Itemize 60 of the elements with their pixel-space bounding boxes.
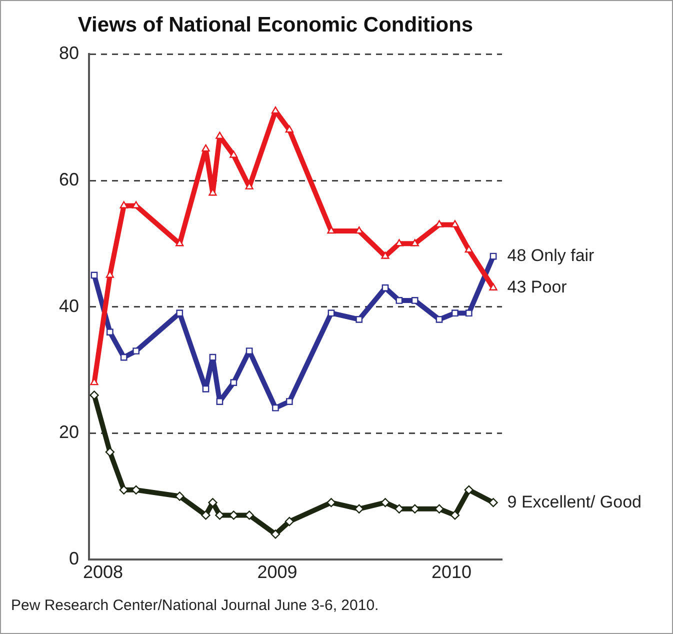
text: 9 Excellent/ Good bbox=[507, 492, 642, 512]
point bbox=[380, 498, 390, 508]
point bbox=[328, 310, 335, 317]
point bbox=[202, 144, 210, 152]
point bbox=[465, 310, 472, 317]
point bbox=[489, 283, 498, 290]
x-tick-label: 2009 bbox=[257, 562, 298, 582]
point bbox=[490, 252, 497, 260]
y-tick-label: 80 bbox=[58, 43, 80, 64]
point bbox=[105, 447, 115, 457]
point bbox=[216, 132, 224, 139]
point bbox=[208, 498, 218, 508]
point bbox=[120, 354, 128, 361]
point bbox=[326, 498, 336, 508]
y-tick-label: 0 bbox=[69, 548, 80, 568]
point bbox=[176, 310, 184, 317]
point bbox=[119, 485, 128, 495]
point bbox=[270, 530, 280, 539]
point bbox=[246, 348, 253, 354]
point bbox=[230, 379, 238, 386]
point bbox=[201, 510, 210, 520]
point bbox=[131, 485, 141, 495]
point bbox=[488, 498, 498, 508]
point bbox=[175, 492, 184, 501]
point bbox=[356, 316, 363, 323]
y-tick-label: 60 bbox=[58, 169, 80, 190]
point bbox=[464, 245, 473, 253]
point bbox=[382, 284, 389, 292]
point bbox=[286, 398, 293, 405]
point bbox=[230, 150, 238, 158]
point bbox=[452, 310, 458, 317]
text: 48 Only fair bbox=[507, 246, 594, 265]
text: 43 Poor bbox=[507, 278, 567, 297]
point bbox=[285, 125, 294, 133]
point bbox=[450, 510, 460, 520]
point bbox=[90, 390, 99, 400]
point bbox=[464, 485, 474, 495]
x-tick-label: 2008 bbox=[82, 562, 123, 582]
point bbox=[216, 398, 224, 405]
point bbox=[120, 201, 128, 208]
point bbox=[106, 328, 114, 336]
point bbox=[271, 106, 280, 114]
point bbox=[272, 404, 279, 412]
point bbox=[327, 226, 336, 234]
y-tick-label: 40 bbox=[58, 296, 80, 316]
point bbox=[381, 252, 390, 259]
point bbox=[202, 385, 210, 392]
point bbox=[411, 297, 418, 304]
point bbox=[209, 354, 216, 361]
point bbox=[132, 348, 140, 354]
point bbox=[410, 239, 419, 246]
point bbox=[450, 220, 460, 228]
x-tick-label: 2010 bbox=[431, 562, 472, 582]
point bbox=[396, 297, 403, 304]
point bbox=[90, 272, 98, 279]
chart-title: Views of National Economic Conditions bbox=[78, 13, 474, 36]
point bbox=[436, 316, 443, 323]
text: Pew Research Center/National Journal June 3-6, 2010. bbox=[11, 597, 379, 614]
y-tick-label: 20 bbox=[58, 422, 80, 442]
point bbox=[284, 516, 294, 526]
